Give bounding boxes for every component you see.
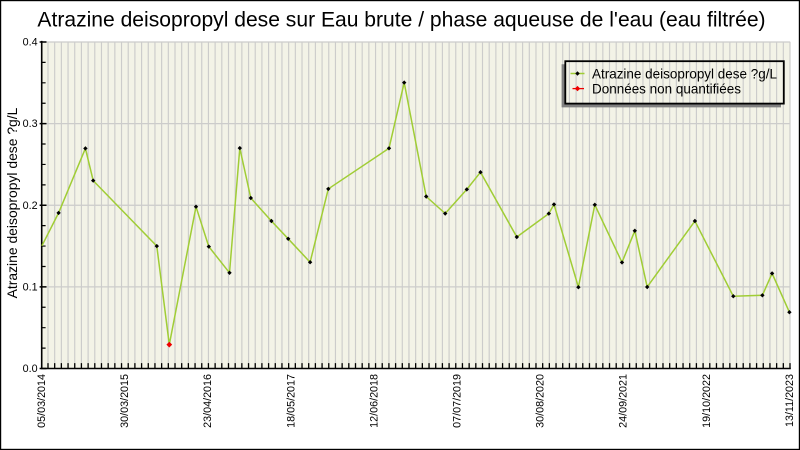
svg-text:Atrazine deisopropyl dese ?g/L: Atrazine deisopropyl dese ?g/L <box>592 67 777 82</box>
svg-text:12/06/2018: 12/06/2018 <box>368 374 380 428</box>
svg-text:18/05/2017: 18/05/2017 <box>285 374 297 428</box>
svg-text:07/07/2019: 07/07/2019 <box>452 374 464 428</box>
svg-text:23/04/2016: 23/04/2016 <box>202 374 214 428</box>
svg-text:0.1: 0.1 <box>23 281 38 293</box>
svg-text:Données non quantifiées: Données non quantifiées <box>592 82 741 97</box>
svg-text:05/03/2014: 05/03/2014 <box>36 374 48 428</box>
svg-text:Atrazine deisopropyl dese sur: Atrazine deisopropyl dese sur Eau brute … <box>37 9 765 32</box>
svg-text:0.4: 0.4 <box>23 37 38 49</box>
svg-text:19/10/2022: 19/10/2022 <box>701 374 713 428</box>
svg-text:24/09/2021: 24/09/2021 <box>618 374 630 428</box>
svg-text:Atrazine deisopropyl dese ?g/L: Atrazine deisopropyl dese ?g/L <box>4 107 20 298</box>
svg-text:0.0: 0.0 <box>23 363 38 375</box>
svg-text:13/11/2023: 13/11/2023 <box>784 374 796 427</box>
svg-text:0.2: 0.2 <box>23 200 38 212</box>
svg-text:30/08/2020: 30/08/2020 <box>535 374 547 428</box>
svg-text:30/03/2015: 30/03/2015 <box>119 374 131 428</box>
svg-text:0.3: 0.3 <box>23 118 38 130</box>
